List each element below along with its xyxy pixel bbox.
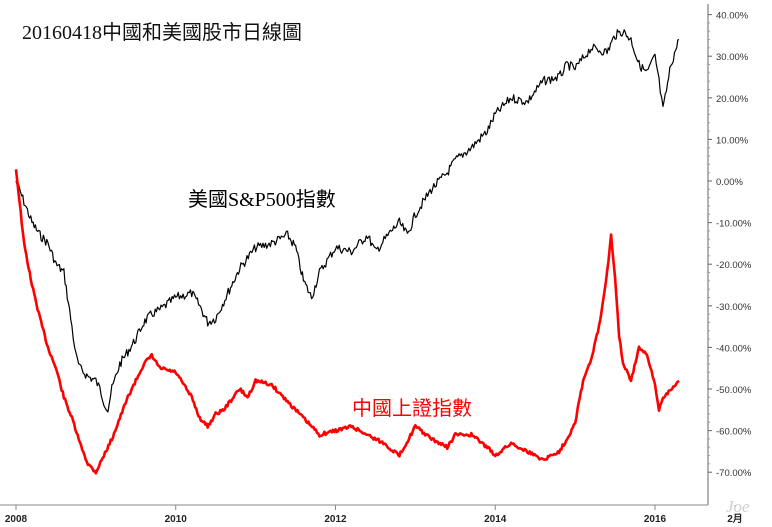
series-line-shanghai: [14, 169, 680, 475]
chart-title: 20160418中國和美國股市日線圖: [22, 21, 302, 44]
y-tick-label: 0.00%: [716, 177, 743, 188]
x-tick-label: 2012: [324, 514, 347, 525]
series-label-shanghai: 中國上證指數: [352, 397, 472, 420]
x-tick-label: 2016: [644, 514, 667, 525]
y-tick-label: -70.00%: [716, 468, 752, 479]
x-axis: 2008 2010 2012 2014 2016 2月: [0, 504, 743, 525]
series-layer: [14, 29, 680, 475]
x-tick-label: 2014: [484, 514, 507, 525]
y-axis: 40.00% 30.00% 20.00% 10.00% 0.00% -10.00% -20.…: [707, 4, 752, 505]
y-tick-label: 30.00%: [716, 52, 749, 63]
x-tick-label: 2010: [165, 514, 188, 525]
x-tick-label: 2008: [5, 514, 28, 525]
y-tick-label: -10.00%: [716, 219, 752, 230]
y-tick-label: 20.00%: [716, 94, 749, 105]
y-tick-label: -30.00%: [716, 302, 752, 313]
y-tick-label: 10.00%: [716, 135, 749, 146]
y-tick-label: -60.00%: [716, 427, 752, 438]
y-tick-label: -40.00%: [716, 343, 752, 354]
y-tick-label: -20.00%: [716, 260, 752, 271]
x-tick-label: 2月: [727, 513, 743, 525]
watermark-text: Joe: [726, 497, 750, 516]
y-tick-label: -50.00%: [716, 385, 752, 396]
series-line-sp500: [15, 29, 680, 413]
series-label-sp500: 美國S&P500指數: [188, 188, 336, 211]
y-tick-label: 40.00%: [716, 11, 749, 22]
